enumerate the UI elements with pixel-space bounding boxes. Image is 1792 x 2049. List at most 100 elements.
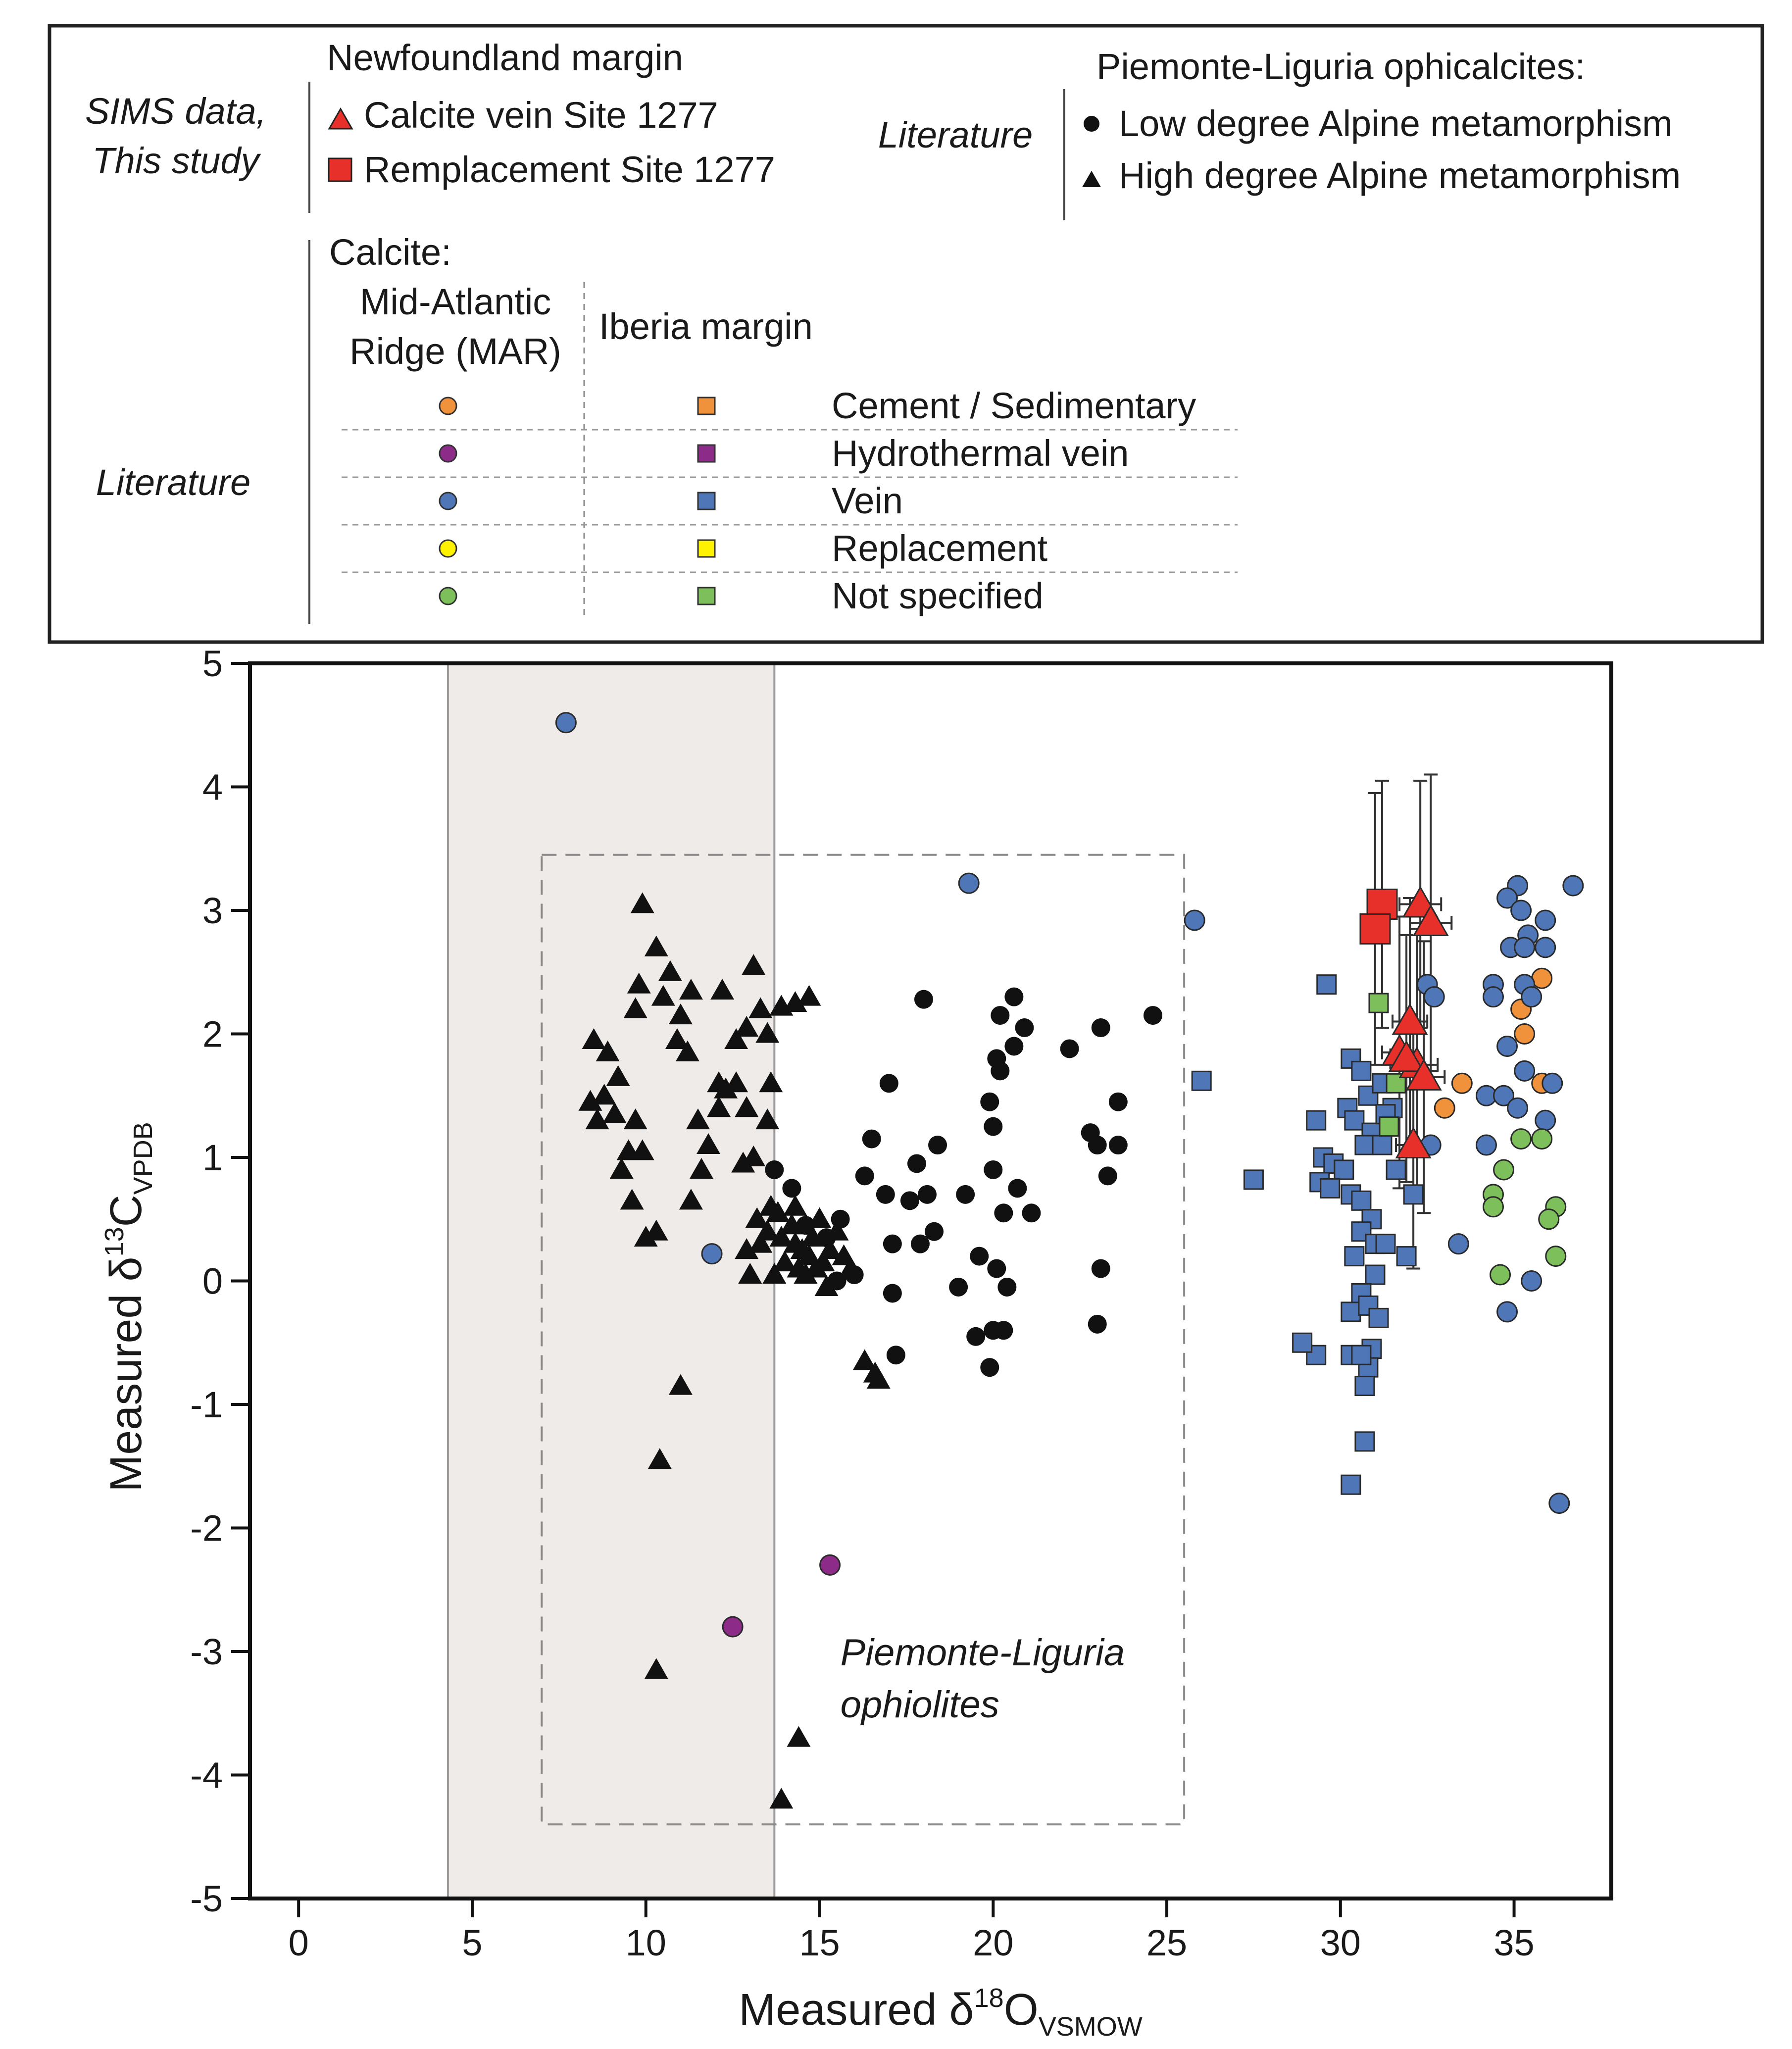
legend-iberia-header: Iberia margin <box>599 306 813 347</box>
point-low-degree-alpine-metamorphism <box>1015 1018 1034 1038</box>
point-low-degree-alpine-metamorphism <box>949 1277 968 1297</box>
point-iberia-vein <box>1372 1135 1393 1155</box>
data-markers <box>555 712 1584 1809</box>
legend-category-rows: Cement / Sedimentary Hydrothermal vein Vei… <box>342 385 1238 616</box>
point-mar-cement-sedimentary <box>1514 1023 1536 1045</box>
legend-sims-label-1: SIMS data, <box>85 91 266 132</box>
point-high-degree-alpine-metamorphism <box>783 1195 807 1216</box>
point-high-degree-alpine-metamorphism <box>609 1157 634 1179</box>
point-mar-not-specified <box>1510 1128 1532 1150</box>
legend-sims-label-2: This study <box>92 140 261 181</box>
point-iberia-vein <box>1344 1110 1365 1131</box>
legend-pl-item-2: High degree Alpine metamorphism <box>1119 155 1681 196</box>
y-axis-title: Measured δ13CVPDB <box>100 1122 158 1492</box>
point-low-degree-alpine-metamorphism <box>1108 1092 1128 1111</box>
point-mar-not-specified <box>1493 1159 1515 1181</box>
point-low-degree-alpine-metamorphism <box>879 1074 898 1093</box>
point-low-degree-alpine-metamorphism <box>991 1006 1010 1025</box>
point-high-degree-alpine-metamorphism <box>634 1226 658 1247</box>
point-iberia-vein <box>1320 1178 1341 1199</box>
point-mar-vein <box>958 872 980 894</box>
point-low-degree-alpine-metamorphism <box>991 1061 1010 1081</box>
point-high-degree-alpine-metamorphism <box>783 991 807 1012</box>
point-low-degree-alpine-metamorphism <box>997 1277 1017 1297</box>
point-high-degree-alpine-metamorphism <box>665 1028 689 1049</box>
point-mar-vein <box>1562 875 1584 897</box>
point-low-degree-alpine-metamorphism <box>980 1092 999 1111</box>
point-mar-vein <box>1475 1134 1497 1156</box>
legend-pl-header: Piemonte-Liguria ophicalcites: <box>1096 46 1585 87</box>
legend-category-label: Replacement <box>832 528 1047 569</box>
point-mar-vein <box>1535 937 1556 958</box>
point-high-degree-alpine-metamorphism <box>787 1726 811 1747</box>
point-high-degree-alpine-metamorphism <box>647 1448 672 1469</box>
x-tick-label: 35 <box>1493 1922 1534 1963</box>
point-iberia-vein <box>1191 1070 1212 1091</box>
point-high-degree-alpine-metamorphism <box>818 1238 842 1259</box>
point-mar-vein <box>1514 937 1536 958</box>
legend-iberia-not-specified-marker <box>697 587 716 605</box>
point-iberia-vein <box>1292 1332 1313 1353</box>
point-mar-not-specified <box>1538 1208 1560 1230</box>
point-mar-vein <box>1542 1072 1563 1094</box>
point-low-degree-alpine-metamorphism <box>1091 1259 1110 1278</box>
point-high-degree-alpine-metamorphism <box>606 1065 630 1086</box>
point-remplacement-site-1277 <box>1359 913 1391 945</box>
point-high-degree-alpine-metamorphism <box>686 1108 710 1130</box>
point-high-degree-alpine-metamorphism <box>755 1108 780 1130</box>
y-axis-title-main: C <box>101 1195 151 1227</box>
point-mar-vein <box>1496 1301 1518 1323</box>
x-tick-label: 15 <box>799 1922 840 1963</box>
point-high-degree-alpine-metamorphism <box>738 1263 762 1284</box>
legend-category-label: Vein <box>832 480 903 521</box>
point-mar-cement-sedimentary <box>1434 1097 1455 1119</box>
point-high-degree-alpine-metamorphism <box>825 1219 849 1241</box>
point-low-degree-alpine-metamorphism <box>1008 1179 1027 1198</box>
point-iberia-vein <box>1351 1190 1372 1211</box>
point-low-degree-alpine-metamorphism <box>782 1179 801 1198</box>
point-high-degree-alpine-metamorphism <box>630 1139 654 1160</box>
ophiolite-region-box <box>541 853 1186 1826</box>
x-tick-label: 10 <box>626 1922 666 1963</box>
point-low-degree-alpine-metamorphism <box>883 1234 902 1253</box>
legend-category-label: Hydrothermal vein <box>832 433 1129 474</box>
legend-mar-header-2: Ridge (MAR) <box>349 331 561 372</box>
legend-pl-item-1: Low degree Alpine metamorphism <box>1119 103 1673 144</box>
point-high-degree-alpine-metamorphism <box>724 1071 748 1093</box>
y-tick-label: 1 <box>202 1137 223 1178</box>
point-low-degree-alpine-metamorphism <box>966 1327 986 1346</box>
point-mar-vein <box>1521 986 1543 1008</box>
point-high-degree-alpine-metamorphism <box>762 1263 787 1284</box>
point-iberia-vein <box>1306 1110 1327 1131</box>
point-low-degree-alpine-metamorphism <box>925 1222 944 1241</box>
point-low-degree-alpine-metamorphism <box>1088 1314 1107 1334</box>
point-high-degree-alpine-metamorphism <box>630 892 654 913</box>
point-high-degree-alpine-metamorphism <box>668 1003 693 1025</box>
legend-nf-header: Newfoundland margin <box>327 37 683 78</box>
point-mar-vein <box>1447 1233 1469 1255</box>
point-mar-vein <box>1496 887 1518 909</box>
point-high-degree-alpine-metamorphism <box>689 1157 713 1179</box>
point-low-degree-alpine-metamorphism <box>855 1166 874 1186</box>
point-iberia-vein <box>1334 1159 1354 1180</box>
region-label: ophiolites <box>841 1684 999 1726</box>
point-low-degree-alpine-metamorphism <box>987 1259 1006 1278</box>
point-iberia-vein <box>1354 1431 1375 1452</box>
point-high-degree-alpine-metamorphism <box>658 960 682 981</box>
point-iberia-vein <box>1375 1234 1396 1254</box>
point-mar-not-specified <box>1545 1246 1567 1267</box>
point-iberia-vein <box>1368 1307 1389 1328</box>
x-tick-label: 5 <box>462 1922 482 1963</box>
point-high-degree-alpine-metamorphism <box>627 972 651 994</box>
point-mar-hydrothermal-vein <box>819 1554 841 1576</box>
point-iberia-vein <box>1354 1376 1375 1397</box>
point-mar-vein <box>1493 1085 1515 1106</box>
point-mar-vein <box>1535 1109 1556 1131</box>
point-high-degree-alpine-metamorphism <box>769 1788 794 1809</box>
x-tick-label: 30 <box>1320 1922 1361 1963</box>
point-mar-vein <box>1521 1270 1543 1292</box>
point-low-degree-alpine-metamorphism <box>984 1117 1003 1136</box>
legend-literature-label-2: Literature <box>96 462 251 503</box>
legend-category-label: Cement / Sedimentary <box>832 385 1196 426</box>
point-high-degree-alpine-metamorphism <box>697 1133 721 1154</box>
